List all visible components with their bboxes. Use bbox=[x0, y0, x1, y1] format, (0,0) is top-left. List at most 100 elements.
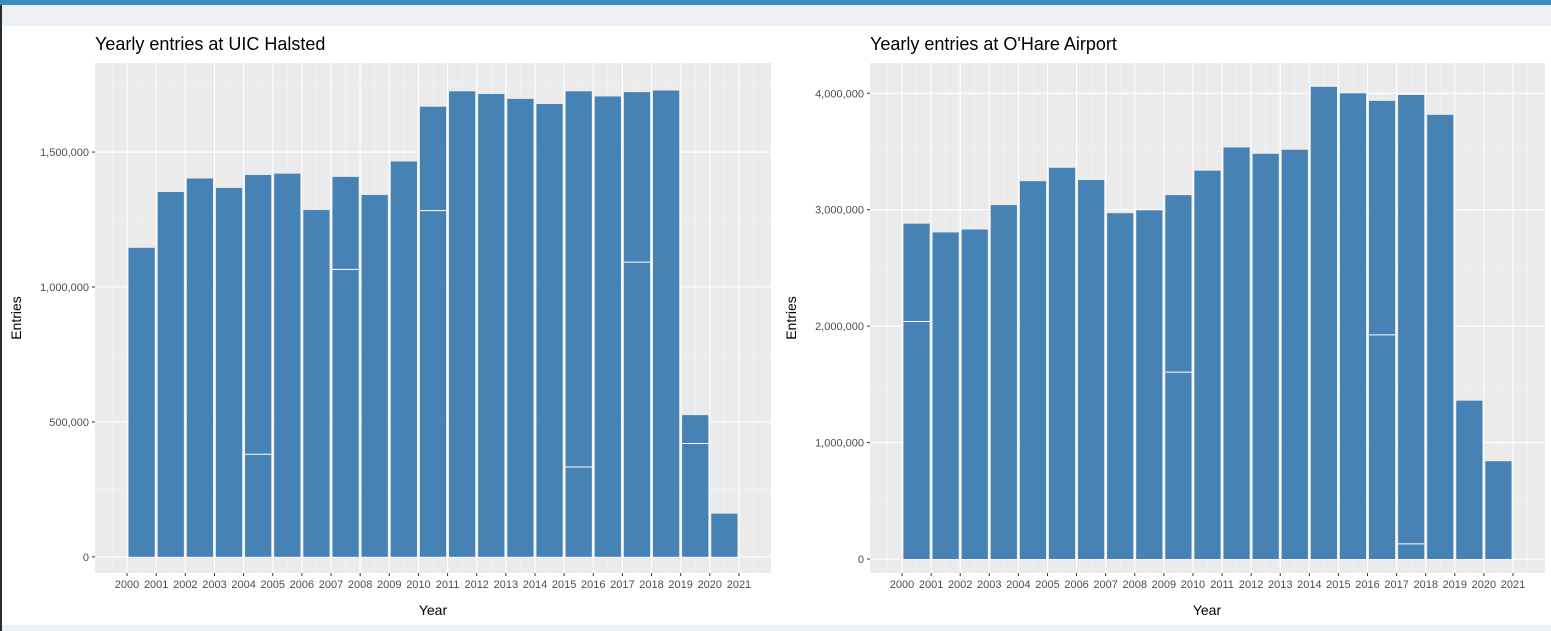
x-tick-label: 2005 bbox=[260, 579, 284, 591]
x-tick-label: 2020 bbox=[1472, 579, 1496, 591]
x-tick-label: 2016 bbox=[581, 579, 605, 591]
y-tick-label: 3,000,000 bbox=[815, 205, 864, 217]
x-tick-label: 2013 bbox=[494, 579, 518, 591]
x-tick-label: 2021 bbox=[727, 579, 751, 591]
x-tick-label: 2009 bbox=[1152, 579, 1176, 591]
y-tick-label: 1,000,000 bbox=[40, 282, 89, 294]
y-axis-ticks: 0 500,000 1,000,000 1,500,000 bbox=[40, 147, 95, 564]
bar-2016 bbox=[565, 91, 592, 557]
chart-title: Yearly entries at O'Hare Airport bbox=[870, 34, 1117, 54]
bar-2016 bbox=[1339, 93, 1367, 560]
bar-2009 bbox=[361, 194, 388, 557]
bar-2002 bbox=[932, 232, 959, 560]
x-tick-label: 2008 bbox=[348, 579, 372, 591]
bar-2013 bbox=[1252, 153, 1279, 560]
x-axis-ticks: 2000 2001 2002 2003 2004 2005 2006 2007 2008 2009… bbox=[115, 573, 751, 591]
x-tick-label: 2014 bbox=[523, 579, 547, 591]
x-tick-label: 2010 bbox=[1181, 579, 1205, 591]
bar-2002 bbox=[157, 191, 184, 557]
x-tick-label: 2003 bbox=[977, 579, 1001, 591]
bar-2007 bbox=[1078, 180, 1105, 560]
bar-2010 bbox=[390, 161, 417, 557]
y-tick-label: 0 bbox=[858, 554, 864, 566]
bar-2020 bbox=[1456, 400, 1483, 560]
x-tick-label: 2015 bbox=[552, 579, 576, 591]
x-tick-label: 2015 bbox=[1326, 579, 1350, 591]
bar-2003 bbox=[961, 229, 988, 560]
bar-2020 bbox=[682, 415, 709, 557]
bar-2019 bbox=[1427, 114, 1454, 560]
x-tick-label: 2019 bbox=[668, 579, 692, 591]
x-tick-label: 2002 bbox=[173, 579, 197, 591]
bar-2010 bbox=[1165, 195, 1192, 560]
x-tick-label: 2010 bbox=[406, 579, 430, 591]
x-tick-label: 2004 bbox=[231, 579, 255, 591]
x-axis-ticks: 2000 2001 2002 2003 2004 2005 2006 2007 2008 2009… bbox=[890, 573, 1525, 591]
bar-2006 bbox=[274, 173, 301, 557]
bars bbox=[128, 90, 738, 557]
chart-uic-halsted: Yearly entries at UIC Halsted 0 500,000 1,… bbox=[8, 34, 771, 618]
bar-2008 bbox=[332, 176, 359, 557]
bar-2003 bbox=[186, 178, 214, 557]
bar-2021 bbox=[711, 513, 738, 557]
bottom-band bbox=[2, 625, 1551, 631]
x-tick-label: 2008 bbox=[1123, 579, 1147, 591]
y-tick-label: 0 bbox=[83, 552, 89, 564]
x-tick-label: 2012 bbox=[1239, 579, 1263, 591]
x-tick-label: 2012 bbox=[464, 579, 488, 591]
x-tick-label: 2018 bbox=[639, 579, 663, 591]
x-tick-label: 2011 bbox=[436, 579, 460, 591]
top-band bbox=[2, 5, 1551, 26]
bar-2018 bbox=[623, 92, 651, 557]
x-tick-label: 2014 bbox=[1297, 579, 1321, 591]
x-tick-label: 2001 bbox=[919, 579, 943, 591]
bar-2017 bbox=[1368, 100, 1396, 560]
x-tick-label: 2017 bbox=[1384, 579, 1408, 591]
bar-2005 bbox=[245, 174, 272, 557]
x-tick-label: 2009 bbox=[377, 579, 401, 591]
bar-2001 bbox=[128, 247, 155, 557]
bar-2018 bbox=[1398, 95, 1425, 560]
y-tick-label: 1,000,000 bbox=[815, 438, 864, 450]
bar-2012 bbox=[1223, 147, 1250, 560]
bar-2001 bbox=[903, 223, 930, 560]
y-axis-label: Entries bbox=[783, 296, 799, 340]
x-tick-label: 2007 bbox=[1093, 579, 1117, 591]
y-tick-label: 1,500,000 bbox=[40, 147, 89, 159]
top-accent-border bbox=[0, 0, 1551, 5]
bar-2007 bbox=[303, 210, 330, 557]
bar-2006 bbox=[1048, 167, 1076, 560]
y-tick-label: 2,000,000 bbox=[815, 321, 864, 333]
y-axis-label: Entries bbox=[8, 296, 24, 340]
bar-2015 bbox=[536, 104, 563, 557]
x-tick-label: 2006 bbox=[290, 579, 314, 591]
chart-panel-uic-halsted: Yearly entries at UIC Halsted 0 500,000 1,… bbox=[2, 26, 777, 625]
bar-2014 bbox=[507, 98, 534, 557]
bar-2021 bbox=[1485, 461, 1512, 560]
x-tick-label: 2007 bbox=[319, 579, 343, 591]
x-tick-label: 2006 bbox=[1064, 579, 1088, 591]
bar-2011 bbox=[419, 106, 447, 557]
chart-panel-ohare-airport: Yearly entries at O'Hare Airport 0 1,000,… bbox=[777, 26, 1551, 625]
x-tick-label: 2017 bbox=[610, 579, 634, 591]
y-axis-ticks: 0 1,000,000 2,000,000 3,000,000 4,000,000 bbox=[815, 88, 870, 566]
x-tick-label: 2000 bbox=[115, 579, 139, 591]
x-tick-label: 2016 bbox=[1355, 579, 1379, 591]
chart-title: Yearly entries at UIC Halsted bbox=[95, 34, 325, 54]
x-tick-label: 2021 bbox=[1501, 579, 1525, 591]
x-axis-label: Year bbox=[1193, 602, 1222, 618]
bar-2015 bbox=[1310, 86, 1337, 560]
x-tick-label: 2005 bbox=[1035, 579, 1059, 591]
x-tick-label: 2020 bbox=[698, 579, 722, 591]
x-tick-label: 2003 bbox=[202, 579, 226, 591]
bar-2012 bbox=[449, 91, 476, 557]
x-tick-label: 2019 bbox=[1443, 579, 1467, 591]
left-sidebar-edge bbox=[0, 5, 2, 631]
x-axis-label: Year bbox=[419, 602, 448, 618]
chart-ohare-airport: Yearly entries at O'Hare Airport 0 1,000,… bbox=[783, 34, 1545, 618]
bar-2017 bbox=[594, 96, 621, 557]
bar-2009 bbox=[1136, 210, 1163, 560]
x-tick-label: 2001 bbox=[144, 579, 168, 591]
x-tick-label: 2018 bbox=[1413, 579, 1437, 591]
bar-2008 bbox=[1107, 213, 1134, 560]
